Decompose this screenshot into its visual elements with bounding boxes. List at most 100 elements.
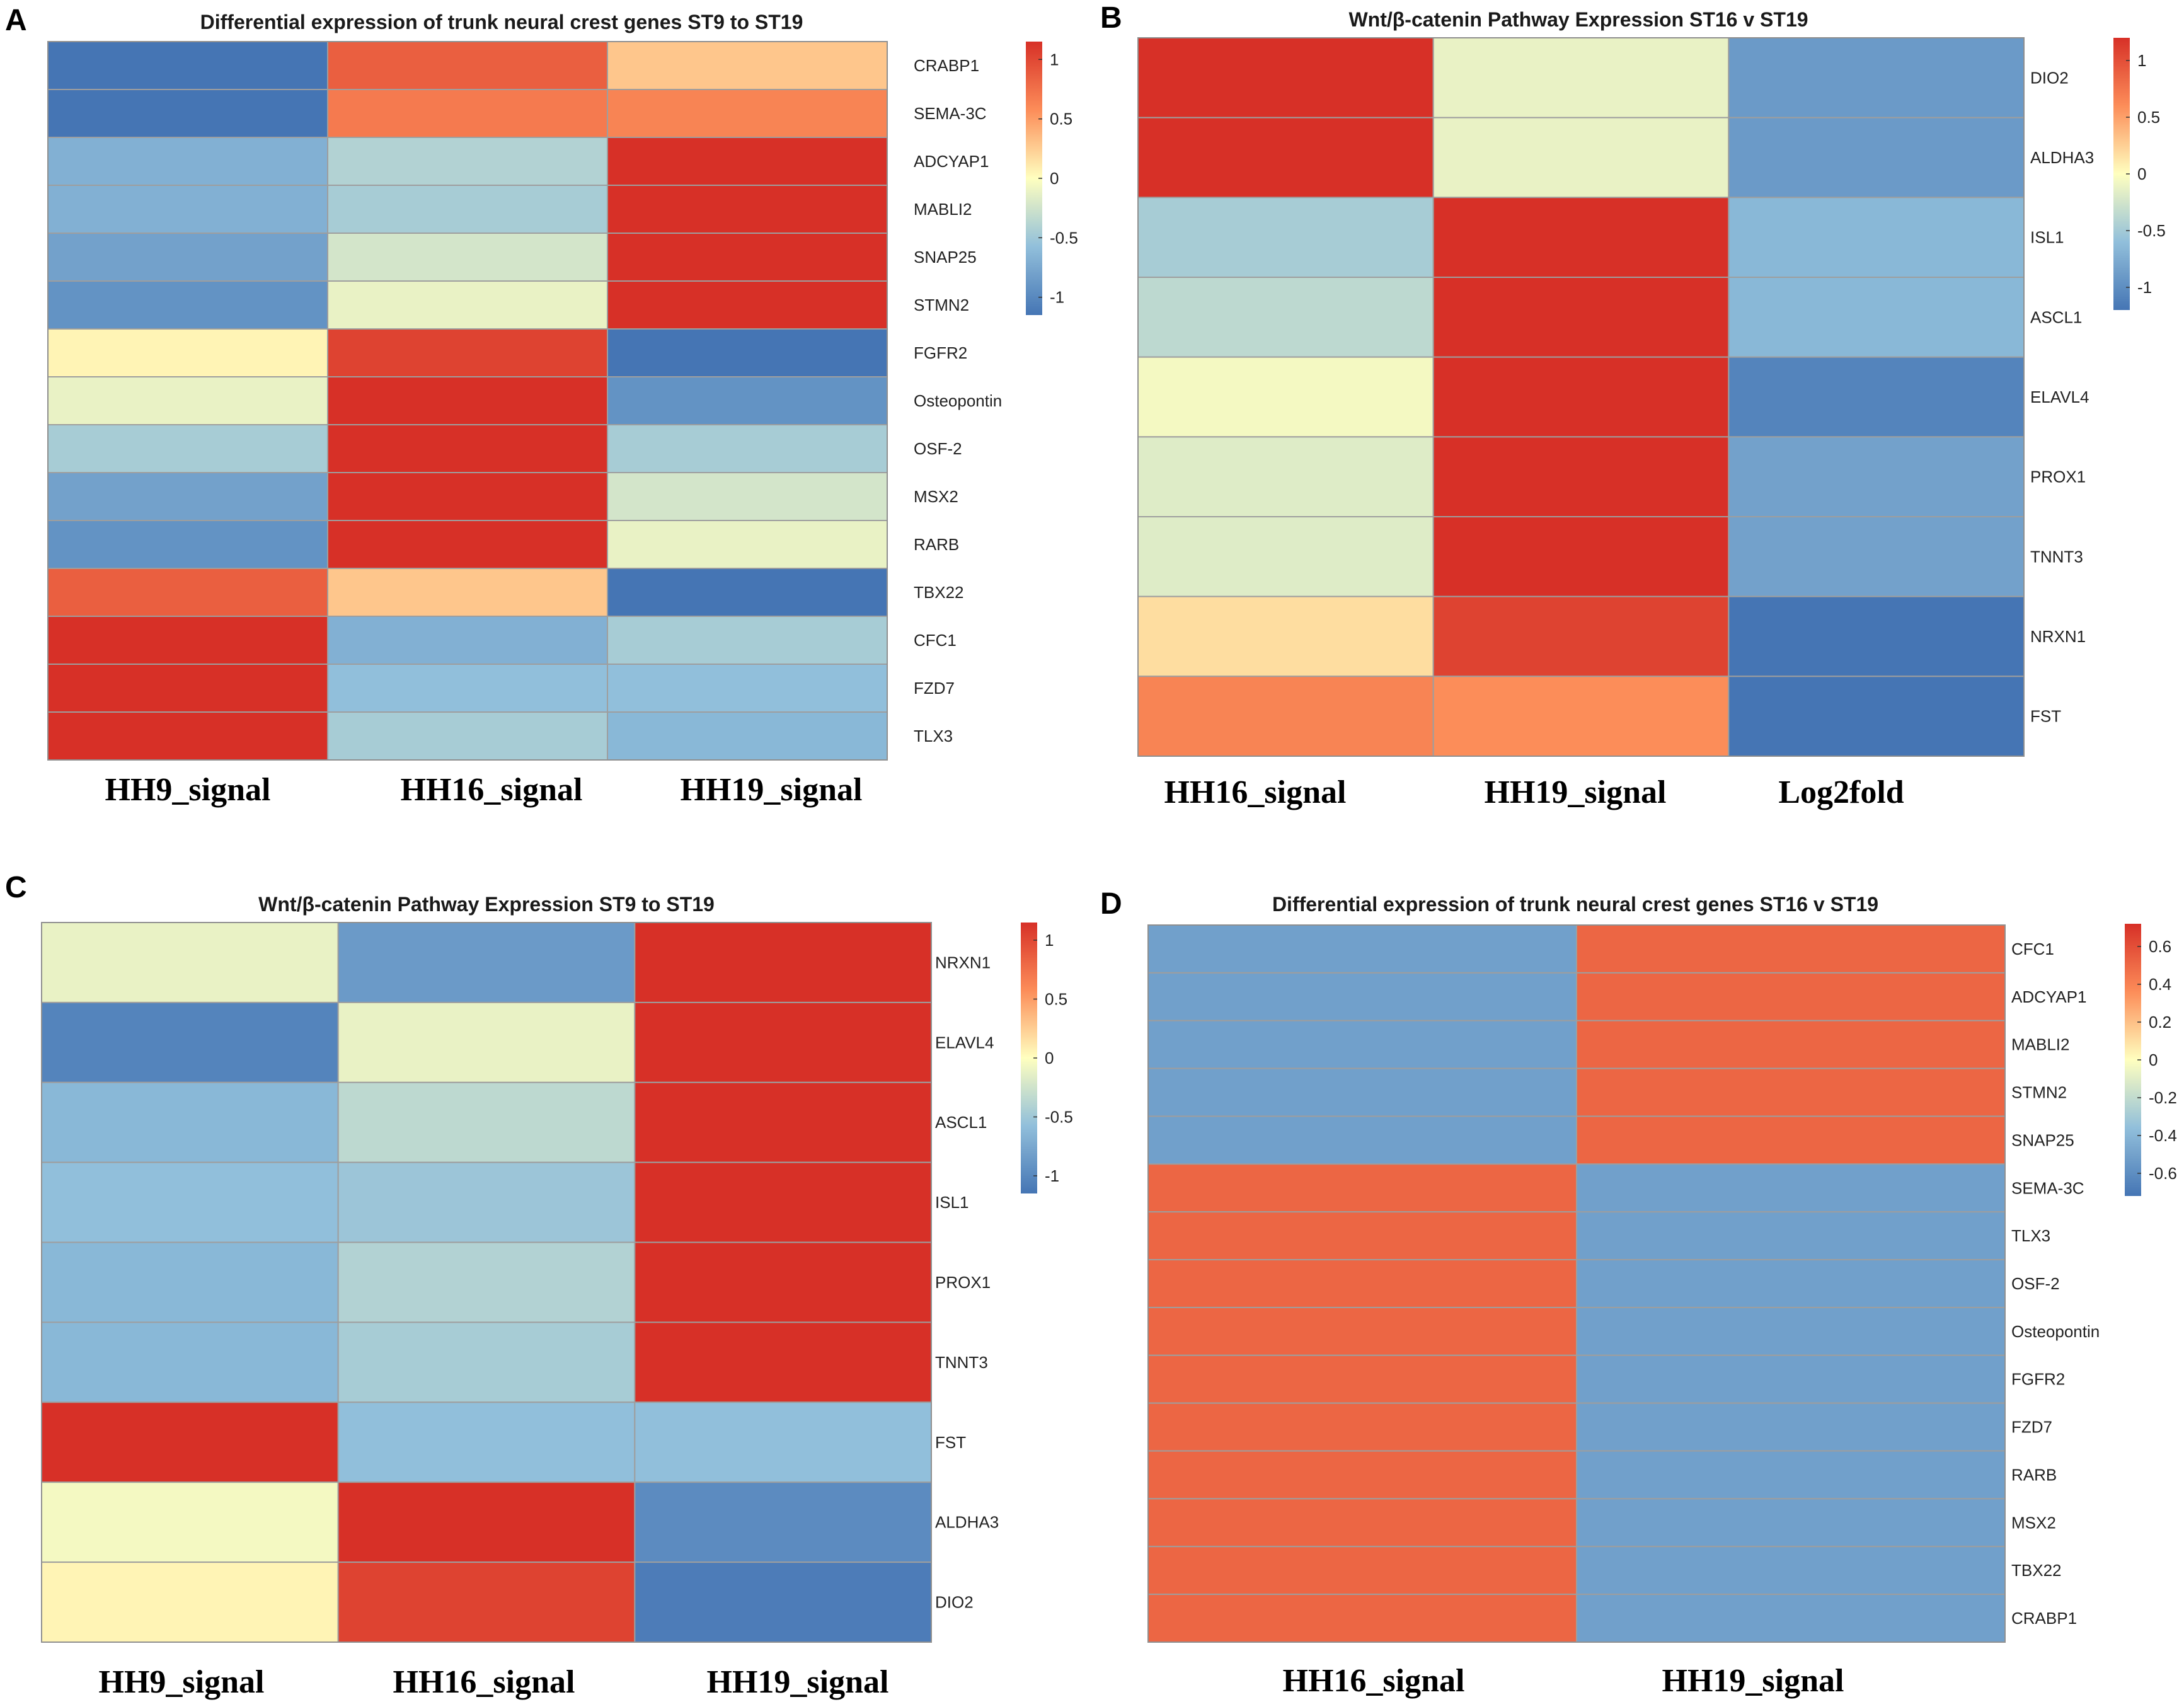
heatmap-cell	[1576, 1259, 2006, 1308]
heatmap-cell	[1137, 356, 1434, 438]
panel-title: Differential expression of trunk neural …	[200, 11, 803, 33]
row-label: CFC1	[2011, 940, 2054, 958]
heatmap-cell	[337, 1321, 636, 1403]
heatmap-cell	[1728, 436, 2025, 518]
legend-tick-label: -1	[2137, 278, 2152, 297]
heatmap-cell	[1137, 197, 1434, 278]
legend-tick-label: 1	[2137, 51, 2146, 70]
row-label: NRXN1	[935, 953, 991, 972]
heatmap-cell	[1728, 117, 2025, 198]
row-label: STMN2	[914, 296, 969, 314]
column-label: HH9_signal	[99, 1664, 265, 1700]
heatmap-cell	[47, 616, 328, 665]
heatmap-cell	[1576, 1115, 2006, 1165]
heatmap-cell	[41, 1561, 339, 1643]
column-label: HH19_signal	[707, 1664, 889, 1700]
heatmap-cell	[1147, 972, 1577, 1021]
heatmap-cell	[1432, 37, 1730, 118]
heatmap-cell	[607, 328, 888, 377]
heatmap-cell	[47, 137, 328, 186]
heatmap-cell	[1147, 1067, 1577, 1117]
row-label: TNNT3	[935, 1353, 988, 1372]
heatmap-cell	[327, 233, 608, 282]
row-label: FZD7	[2011, 1418, 2052, 1437]
heatmap-cell	[1432, 516, 1730, 597]
heatmap-cell	[1147, 1546, 1577, 1596]
heatmap-cell	[41, 922, 339, 1003]
row-label: SNAP25	[914, 248, 977, 267]
heatmap-cell	[1147, 1163, 1577, 1213]
heatmap-cell	[1576, 1020, 2006, 1069]
heatmap-cell	[1728, 356, 2025, 438]
legend-tick-label: -1	[1050, 288, 1064, 307]
row-label: STMN2	[2011, 1083, 2067, 1102]
row-label: RARB	[2011, 1466, 2057, 1485]
legend-tick-label: 0	[1050, 169, 1059, 188]
heatmap-border	[1147, 924, 2006, 1643]
legend-tick-label: 0.5	[2137, 108, 2160, 127]
heatmap-cell	[1137, 277, 1434, 358]
heatmap-cell	[337, 1081, 636, 1163]
heatmap-cell	[607, 711, 888, 761]
heatmap-cell	[47, 328, 328, 377]
heatmap-cell	[47, 233, 328, 282]
heatmap-cell	[1147, 1115, 1577, 1165]
heatmap-cell	[47, 568, 328, 617]
heatmap-cell	[327, 328, 608, 377]
heatmap-cell	[607, 185, 888, 234]
heatmap-cell	[1147, 1594, 1577, 1643]
heatmap-cell	[327, 89, 608, 138]
row-label: SEMA-3C	[2011, 1178, 2084, 1197]
row-label: TLX3	[2011, 1226, 2050, 1245]
heatmap-cell	[607, 233, 888, 282]
heatmap-cell	[1576, 1067, 2006, 1117]
panel-label: A	[5, 4, 27, 37]
legend-tick-label: -0.5	[1045, 1108, 1073, 1127]
heatmap-cell	[1147, 1354, 1577, 1404]
column-label: HH9_signal	[105, 772, 271, 808]
heatmap-cell	[327, 711, 608, 761]
heatmap-cell	[1576, 972, 2006, 1021]
row-label: PROX1	[935, 1273, 991, 1292]
heatmap-cell	[1576, 1306, 2006, 1356]
heatmap-cell	[634, 1561, 933, 1643]
row-label: OSF-2	[914, 439, 962, 458]
panel-label: D	[1100, 887, 1122, 921]
legend-tick-label: 0	[2149, 1050, 2158, 1069]
heatmap-cell	[607, 89, 888, 138]
row-label: MSX2	[914, 487, 958, 506]
heatmap-cell	[327, 41, 608, 90]
legend-tick-label: 0.5	[1045, 990, 1067, 1009]
heatmap-cell	[327, 376, 608, 425]
row-label: ELAVL4	[935, 1033, 994, 1052]
legend-tick-label: 0.4	[2149, 975, 2171, 994]
row-label: TLX3	[914, 727, 953, 745]
row-label: ADCYAP1	[2011, 987, 2086, 1006]
row-label: MABLI2	[2011, 1035, 2070, 1054]
heatmap-cell	[47, 376, 328, 425]
legend-tick-label: 1	[1045, 931, 1054, 950]
legend-tick-label: 0	[1045, 1049, 1054, 1067]
heatmap-cell	[1576, 1594, 2006, 1643]
heatmap-cell	[1728, 676, 2025, 757]
legend-tick-label: 0.5	[1050, 110, 1072, 129]
panel-label: B	[1100, 1, 1122, 35]
heatmap-cell	[607, 41, 888, 90]
heatmap-cell	[327, 424, 608, 473]
legend-tick-label: -0.4	[2149, 1126, 2177, 1145]
legend-tick-label: -1	[1045, 1166, 1059, 1185]
row-label: MABLI2	[914, 200, 972, 219]
row-label: MSX2	[2011, 1513, 2056, 1532]
heatmap-cell	[47, 424, 328, 473]
heatmap-cell	[327, 137, 608, 186]
heatmap-cell	[41, 1321, 339, 1403]
heatmap-cell	[1432, 197, 1730, 278]
heatmap-cell	[634, 922, 933, 1003]
heatmap-cell	[1147, 1211, 1577, 1261]
heatmap-cell	[1728, 595, 2025, 677]
heatmap-cell	[1728, 37, 2025, 118]
heatmap-cell	[1576, 1498, 2006, 1548]
row-label: Osteopontin	[914, 391, 1002, 410]
heatmap-cell	[1728, 197, 2025, 278]
heatmap-cell	[47, 185, 328, 234]
